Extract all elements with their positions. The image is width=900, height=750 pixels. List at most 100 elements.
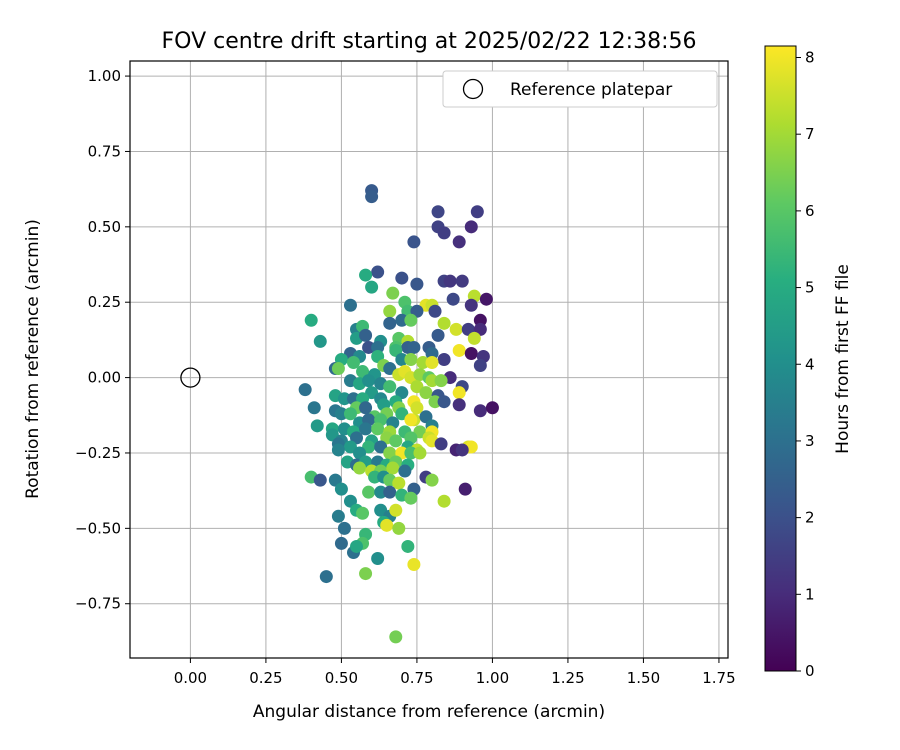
- legend-box: [442, 70, 718, 108]
- data-point: [371, 552, 385, 565]
- data-point: [383, 380, 397, 394]
- data-point: [479, 292, 493, 306]
- data-point: [395, 353, 409, 366]
- x-tick-label: 0.75: [400, 669, 433, 687]
- y-tick-label: 0.50: [88, 218, 121, 236]
- y-tick-label: 0.00: [88, 369, 121, 387]
- data-point: [392, 476, 406, 490]
- data-point: [353, 461, 367, 475]
- colorbar-tick-label: 8: [805, 49, 815, 67]
- data-point: [359, 268, 373, 282]
- plot-frame: [129, 60, 729, 659]
- data-point: [470, 205, 484, 219]
- data-point: [404, 491, 418, 505]
- y-tick-label: 0.75: [88, 142, 121, 160]
- x-tick-label: 1.75: [702, 669, 735, 687]
- reference-platepar-marker: [180, 367, 201, 388]
- legend-entry: Reference platepar: [510, 80, 672, 100]
- data-point: [431, 328, 445, 342]
- data-point: [359, 422, 373, 436]
- data-point: [404, 313, 418, 327]
- data-point: [334, 407, 348, 421]
- data-point: [404, 413, 418, 427]
- data-point: [443, 274, 457, 288]
- data-point: [343, 407, 357, 421]
- data-point: [380, 518, 394, 532]
- data-point: [437, 353, 451, 366]
- data-point: [452, 343, 466, 357]
- data-point: [395, 313, 409, 327]
- x-tick-label: 0.50: [325, 669, 358, 687]
- data-point: [455, 274, 469, 288]
- data-point: [298, 383, 312, 397]
- colorbar: 0 1 2 3 4 5 6 7 8 Hours from first FF file: [764, 45, 853, 680]
- data-point: [359, 328, 373, 342]
- data-point: [446, 292, 460, 306]
- data-point: [337, 392, 351, 406]
- data-point: [425, 473, 439, 487]
- data-point: [368, 470, 382, 484]
- data-point: [331, 443, 345, 457]
- data-point: [428, 395, 442, 409]
- colorbar-label: Hours from first FF file: [833, 264, 853, 454]
- data-point: [467, 331, 481, 345]
- data-point: [449, 322, 463, 336]
- data-point: [485, 401, 499, 415]
- data-point: [319, 570, 333, 584]
- colorbar-gradient: [764, 45, 797, 672]
- data-point: [310, 419, 324, 433]
- data-point: [337, 521, 351, 535]
- data-point: [404, 446, 418, 460]
- data-point: [362, 374, 376, 388]
- data-point: [452, 398, 466, 412]
- data-point: [410, 401, 424, 415]
- colorbar-tick-label: 5: [805, 279, 815, 297]
- data-point: [458, 482, 472, 496]
- data-point: [455, 443, 469, 457]
- data-point: [371, 340, 385, 354]
- data-point: [437, 226, 451, 240]
- data-point: [389, 434, 403, 448]
- colorbar-ticks: 0 1 2 3 4 5 6 7 8: [796, 49, 815, 680]
- y-tick-label: 0.25: [88, 293, 121, 311]
- data-point: [386, 461, 400, 475]
- y-tick-label: −0.75: [75, 595, 121, 613]
- data-point: [473, 404, 487, 418]
- data-point: [425, 374, 439, 388]
- data-point: [307, 401, 321, 415]
- colorbar-tick-label: 4: [805, 355, 815, 373]
- data-point: [464, 346, 478, 360]
- y-axis-ticks: −0.75 −0.50 −0.25 0.00 0.25 0.50 0.75 1.00: [75, 67, 130, 613]
- data-point: [304, 313, 318, 327]
- x-tick-label: 0.25: [249, 669, 282, 687]
- data-point: [452, 386, 466, 400]
- x-axis-label: Angular distance from reference (arcmin): [253, 702, 605, 722]
- data-point: [407, 558, 421, 572]
- colorbar-tick-label: 3: [805, 432, 815, 450]
- data-point: [407, 340, 421, 354]
- data-point: [359, 401, 373, 415]
- data-point: [371, 422, 385, 436]
- data-point: [434, 374, 448, 388]
- colorbar-tick-label: 1: [805, 585, 815, 603]
- data-point: [395, 271, 409, 285]
- data-point: [356, 506, 370, 520]
- x-axis-ticks: 0.00 0.25 0.50 0.75 1.00 1.25 1.50 1.75: [174, 658, 736, 687]
- data-point: [437, 395, 451, 409]
- data-point: [401, 539, 415, 553]
- data-point: [365, 190, 379, 204]
- data-point: [428, 304, 442, 318]
- data-point: [359, 567, 373, 581]
- scatter-points: [298, 184, 499, 644]
- data-point: [343, 298, 357, 312]
- data-point: [392, 521, 406, 535]
- data-point: [413, 446, 427, 460]
- data-point: [383, 316, 397, 330]
- data-point: [452, 235, 466, 249]
- data-point: [362, 485, 376, 499]
- data-point: [334, 536, 348, 550]
- data-point: [350, 539, 364, 553]
- data-point: [386, 286, 400, 300]
- colorbar-tick-label: 0: [805, 662, 815, 680]
- legend-marker: [462, 78, 484, 100]
